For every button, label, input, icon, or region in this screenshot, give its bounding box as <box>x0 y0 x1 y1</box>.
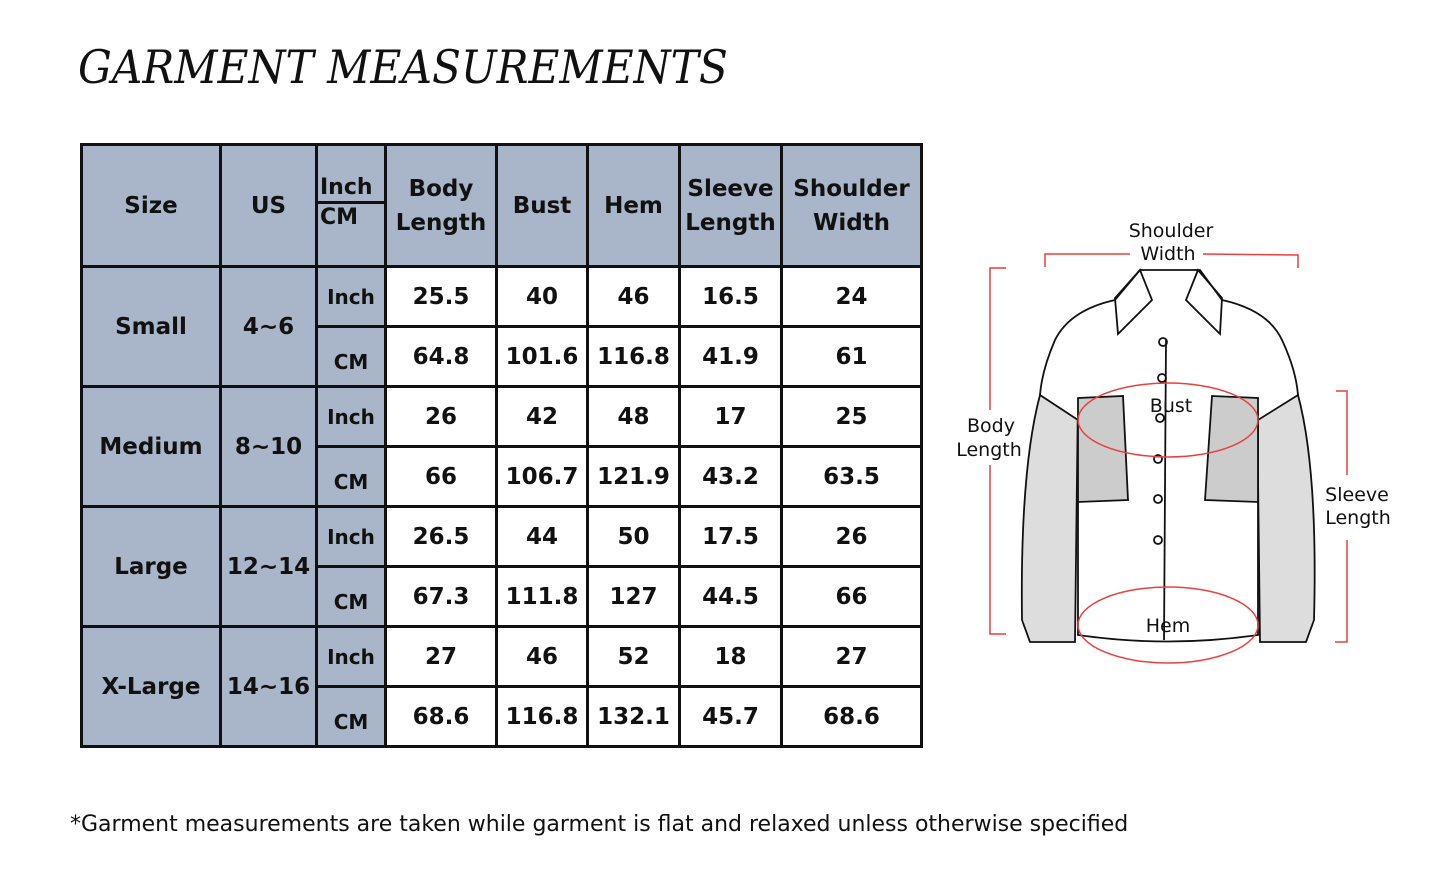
header-body-length-text: Body Length <box>395 175 487 236</box>
header-us-text: US <box>250 192 287 219</box>
value-cell: 46 <box>586 265 681 328</box>
value-cell: 44 <box>495 505 589 568</box>
value-cell: 17.5 <box>678 505 783 568</box>
shoulder-width-label: Shoulder <box>1129 220 1214 242</box>
sleeve-length-label-2: Length <box>1325 507 1391 529</box>
header-sleeve-length: Sleeve Length <box>678 143 783 268</box>
unit-cell: CM <box>315 565 387 628</box>
unit-cell: CM <box>315 685 387 748</box>
unit-cell: Inch <box>315 265 387 328</box>
table-row: Large 12~14 Inch 26.5 44 50 17.5 26 <box>80 505 923 628</box>
us-size-cell: 12~14 <box>219 505 318 628</box>
header-body-length: Body Length <box>384 143 498 268</box>
value-cell: 18 <box>678 625 783 688</box>
value-cell: 25 <box>780 385 923 448</box>
value-cell: 61 <box>780 325 923 388</box>
value-cell: 40 <box>495 265 589 328</box>
value-cell: 16.5 <box>678 265 783 328</box>
value-cell: 127 <box>586 565 681 628</box>
header-hem-text: Hem <box>604 192 663 219</box>
table-row: CM 66 106.7 121.9 43.2 63.5 <box>82 445 923 508</box>
value-cell: 44.5 <box>678 565 783 628</box>
value-cell: 68.6 <box>780 685 923 748</box>
value-cell: 25.5 <box>384 265 498 328</box>
table-row: CM 64.8 101.6 116.8 41.9 61 <box>82 325 923 388</box>
unit-cell: Inch <box>315 625 387 688</box>
size-cell: Medium <box>80 385 222 508</box>
header-shoulder-width: Shoulder Width <box>780 143 923 268</box>
value-cell: 52 <box>586 625 681 688</box>
table-row: CM 67.3 111.8 127 44.5 66 <box>82 565 923 628</box>
value-cell: 26.5 <box>384 505 498 568</box>
value-cell: 63.5 <box>780 445 923 508</box>
value-cell: 26 <box>780 505 923 568</box>
shoulder-width-label-2: Width <box>1140 243 1195 265</box>
page-title: GARMENT MEASUREMENTS <box>78 40 728 94</box>
table-row: X-Large 14~16 Inch 27 46 52 18 27 <box>80 625 923 748</box>
value-cell: 50 <box>586 505 681 568</box>
size-chart-table: Size US Inch CM Body Length Bust Hem Sleeve Len… <box>80 143 923 748</box>
us-size-cell: 14~16 <box>219 625 318 748</box>
size-cell: Large <box>80 505 222 628</box>
header-hem: Hem <box>586 143 681 268</box>
value-cell: 42 <box>495 385 589 448</box>
value-cell: 41.9 <box>678 325 783 388</box>
value-cell: 132.1 <box>586 685 681 748</box>
header-us: US <box>219 143 318 268</box>
header-sleeve-length-text: Sleeve Length <box>685 175 776 236</box>
table-row: CM 68.6 116.8 132.1 45.7 68.6 <box>82 685 923 748</box>
table-row: Small 4~6 Inch 25.5 40 46 16.5 24 <box>80 265 923 388</box>
table-row: Medium 8~10 Inch 26 42 48 17 25 <box>80 385 923 508</box>
value-cell: 24 <box>780 265 923 328</box>
garment-diagram: Shoulder Width Body Length Sleeve Length… <box>956 220 1391 664</box>
us-size-cell: 8~10 <box>219 385 318 508</box>
body-length-label-2: Length <box>956 439 1022 461</box>
value-cell: 116.8 <box>495 685 589 748</box>
header-bust: Bust <box>495 143 589 268</box>
header-shoulder-width-text: Shoulder Width <box>793 175 910 236</box>
header-size-text: Size <box>124 192 178 219</box>
value-cell: 26 <box>384 385 498 448</box>
value-cell: 111.8 <box>495 565 589 628</box>
value-cell: 27 <box>384 625 498 688</box>
value-cell: 116.8 <box>586 325 681 388</box>
hem-label: Hem <box>1146 615 1191 637</box>
body-length-label: Body <box>967 415 1015 437</box>
value-cell: 106.7 <box>495 445 589 508</box>
value-cell: 17 <box>678 385 783 448</box>
unit-cell: CM <box>315 325 387 388</box>
bust-label: Bust <box>1150 395 1192 417</box>
value-cell: 48 <box>586 385 681 448</box>
value-cell: 66 <box>780 565 923 628</box>
value-cell: 66 <box>384 445 498 508</box>
unit-cell: CM <box>315 445 387 508</box>
value-cell: 27 <box>780 625 923 688</box>
header-inch: Inch <box>318 174 384 204</box>
header-unit: Inch CM <box>315 143 387 268</box>
value-cell: 43.2 <box>678 445 783 508</box>
sleeve-length-label: Sleeve <box>1325 484 1389 506</box>
header-row: Size US Inch CM Body Length Bust Hem Sleeve Len… <box>80 143 923 268</box>
us-size-cell: 4~6 <box>219 265 318 388</box>
value-cell: 64.8 <box>384 325 498 388</box>
value-cell: 46 <box>495 625 589 688</box>
unit-cell: Inch <box>315 385 387 448</box>
value-cell: 68.6 <box>384 685 498 748</box>
footnote: *Garment measurements are taken while ga… <box>70 812 1129 837</box>
size-cell: Small <box>80 265 222 388</box>
value-cell: 101.6 <box>495 325 589 388</box>
header-cm: CM <box>320 205 359 230</box>
size-cell: X-Large <box>80 625 222 748</box>
value-cell: 67.3 <box>384 565 498 628</box>
value-cell: 45.7 <box>678 685 783 748</box>
unit-cell: Inch <box>315 505 387 568</box>
header-size: Size <box>80 143 222 268</box>
header-bust-text: Bust <box>512 192 572 219</box>
value-cell: 121.9 <box>586 445 681 508</box>
